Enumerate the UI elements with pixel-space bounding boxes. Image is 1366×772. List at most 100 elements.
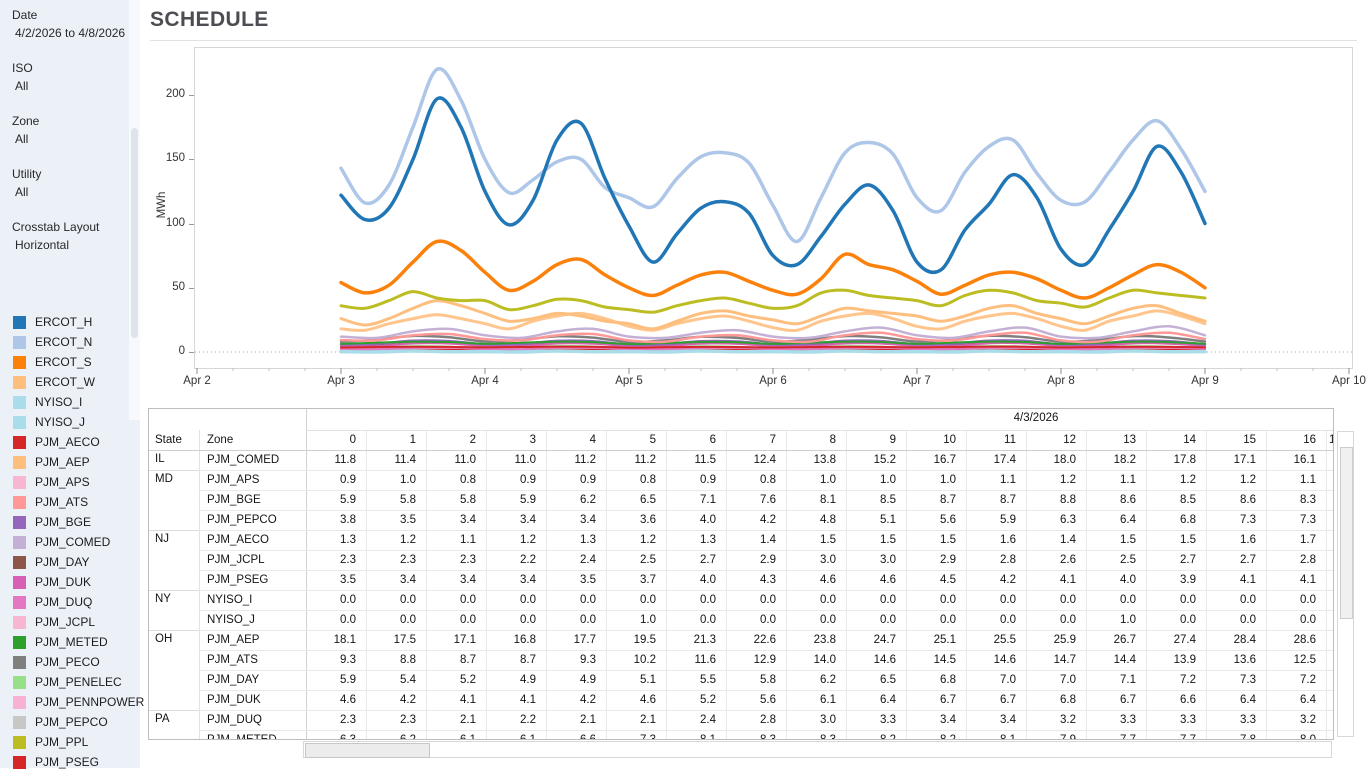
value-cell[interactable]: 1.2 (1180, 474, 1196, 486)
value-cell[interactable]: 2.4 (700, 714, 716, 726)
value-cell[interactable]: 6.7 (1120, 694, 1136, 706)
value-cell[interactable]: 6.3 (1060, 514, 1076, 526)
zone-cell[interactable]: NYISO_I (207, 594, 253, 606)
legend-item[interactable]: PJM_BGE (13, 512, 91, 532)
legend-item[interactable]: PJM_JCPL (13, 612, 95, 632)
value-cell[interactable]: 4.0 (700, 574, 716, 586)
value-cell[interactable]: 6.4 (1240, 694, 1256, 706)
value-cell[interactable]: 16.7 (933, 454, 956, 466)
value-cell[interactable]: 4.9 (520, 674, 536, 686)
value-cell[interactable]: 3.2 (1300, 714, 1316, 726)
value-cell[interactable]: 1.1 (1120, 474, 1136, 486)
value-cell[interactable]: 0.0 (1000, 614, 1016, 626)
value-cell[interactable]: 2.5 (1120, 554, 1136, 566)
value-cell[interactable]: 0.0 (880, 614, 896, 626)
legend-item[interactable]: PJM_COMED (13, 532, 110, 552)
value-cell[interactable]: 8.6 (1240, 494, 1256, 506)
value-cell[interactable]: 7.0 (1000, 674, 1016, 686)
value-cell[interactable]: 7.3 (1240, 674, 1256, 686)
value-cell[interactable]: 8.3 (820, 734, 836, 740)
value-cell[interactable]: 6.6 (580, 734, 596, 740)
value-cell[interactable]: 14.0 (813, 654, 836, 666)
value-cell[interactable]: 5.4 (400, 674, 416, 686)
value-cell[interactable]: 5.9 (340, 494, 356, 506)
legend-item[interactable]: PJM_PENNPOWER (13, 692, 144, 712)
value-cell[interactable]: 2.8 (1300, 554, 1316, 566)
value-cell[interactable]: 9.3 (580, 654, 596, 666)
value-cell[interactable]: 0.0 (880, 594, 896, 606)
value-cell[interactable]: 11.2 (574, 454, 596, 466)
legend-item[interactable]: NYISO_J (13, 412, 85, 432)
value-cell[interactable]: 0.0 (1000, 594, 1016, 606)
value-cell[interactable]: 0.0 (1300, 614, 1316, 626)
zone-cell[interactable]: PJM_METED (207, 734, 277, 740)
value-cell[interactable]: 11.0 (454, 454, 476, 466)
value-cell[interactable]: 0.0 (760, 614, 776, 626)
filter-value[interactable]: Horizontal (15, 238, 70, 252)
series-line-PJM_PPL[interactable] (339, 288, 1207, 314)
value-cell[interactable]: 0.0 (340, 614, 356, 626)
value-cell[interactable]: 4.6 (340, 694, 356, 706)
value-cell[interactable]: 3.0 (820, 714, 836, 726)
value-cell[interactable]: 19.5 (633, 634, 656, 646)
value-cell[interactable]: 2.4 (580, 554, 596, 566)
value-cell[interactable]: 0.9 (700, 474, 716, 486)
value-cell[interactable]: 0.0 (940, 614, 956, 626)
value-cell[interactable]: 0.9 (580, 474, 596, 486)
value-cell[interactable]: 7.7 (1120, 734, 1136, 740)
value-cell[interactable]: 4.8 (820, 514, 836, 526)
value-cell[interactable]: 8.7 (940, 494, 956, 506)
legend-item[interactable]: PJM_DAY (13, 552, 89, 572)
value-cell[interactable]: 17.8 (1173, 454, 1196, 466)
value-cell[interactable]: 3.4 (1000, 714, 1016, 726)
value-cell[interactable]: 25.1 (933, 634, 956, 646)
value-cell[interactable]: 11.0 (514, 454, 536, 466)
value-cell[interactable]: 2.5 (640, 554, 656, 566)
value-cell[interactable]: 6.1 (820, 694, 836, 706)
value-cell[interactable]: 8.3 (760, 734, 776, 740)
value-cell[interactable]: 1.6 (1240, 534, 1256, 546)
value-cell[interactable]: 2.3 (340, 554, 356, 566)
series-line-PJM_METED[interactable] (340, 340, 1206, 346)
value-cell[interactable]: 2.1 (460, 714, 476, 726)
value-cell[interactable]: 18.0 (1053, 454, 1076, 466)
value-cell[interactable]: 8.3 (1300, 494, 1316, 506)
value-cell[interactable]: 0.0 (1240, 614, 1256, 626)
value-cell[interactable]: 5.9 (340, 674, 356, 686)
value-cell[interactable]: 0.0 (460, 594, 476, 606)
value-cell[interactable]: 5.1 (640, 674, 656, 686)
value-cell[interactable]: 7.3 (1300, 514, 1316, 526)
value-cell[interactable]: 15.2 (873, 454, 896, 466)
state-cell[interactable]: PA (155, 713, 170, 725)
value-cell[interactable]: 1.5 (1120, 534, 1136, 546)
value-cell[interactable]: 2.2 (520, 714, 536, 726)
series-line-ERCOT_S[interactable] (339, 239, 1207, 300)
value-cell[interactable]: 1.0 (1120, 614, 1136, 626)
value-cell[interactable]: 3.4 (520, 514, 536, 526)
value-cell[interactable]: 0.0 (1180, 614, 1196, 626)
value-cell[interactable]: 1.3 (340, 534, 356, 546)
value-cell[interactable]: 0.9 (520, 474, 536, 486)
value-cell[interactable]: 4.6 (640, 694, 656, 706)
value-cell[interactable]: 5.6 (760, 694, 776, 706)
state-cell[interactable]: OH (155, 633, 173, 645)
value-cell[interactable]: 11.2 (634, 454, 656, 466)
value-cell[interactable]: 5.8 (400, 494, 416, 506)
value-cell[interactable]: 6.8 (940, 674, 956, 686)
state-cell[interactable]: NY (155, 593, 171, 605)
value-cell[interactable]: 8.0 (1300, 734, 1316, 740)
value-cell[interactable]: 3.9 (1180, 574, 1196, 586)
value-cell[interactable]: 7.8 (1240, 734, 1256, 740)
value-cell[interactable]: 2.8 (760, 714, 776, 726)
zone-cell[interactable]: NYISO_J (207, 614, 255, 626)
value-cell[interactable]: 3.3 (880, 714, 896, 726)
value-cell[interactable]: 8.8 (400, 654, 416, 666)
value-cell[interactable]: 4.9 (580, 674, 596, 686)
value-cell[interactable]: 3.0 (820, 554, 836, 566)
value-cell[interactable]: 9.3 (340, 654, 356, 666)
value-cell[interactable]: 1.0 (400, 474, 416, 486)
value-cell[interactable]: 4.1 (520, 694, 536, 706)
legend-item[interactable]: PJM_AECO (13, 432, 100, 452)
value-cell[interactable]: 4.3 (760, 574, 776, 586)
value-cell[interactable]: 7.9 (1060, 734, 1076, 740)
